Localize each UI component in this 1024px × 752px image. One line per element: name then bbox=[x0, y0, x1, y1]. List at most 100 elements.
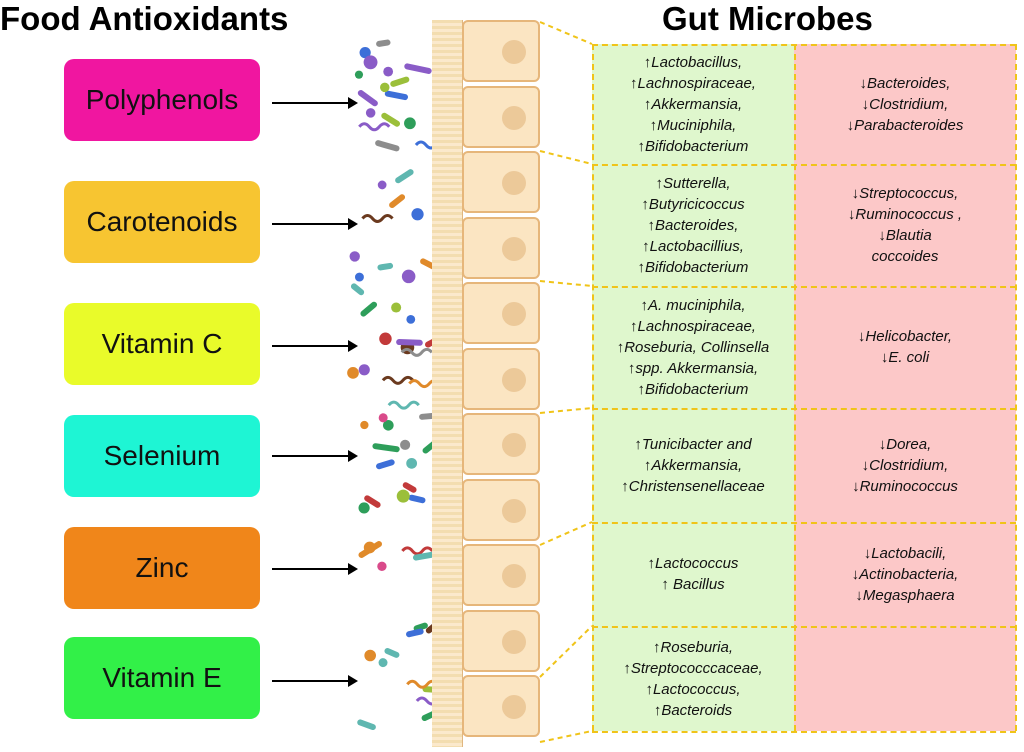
cell-nucleus bbox=[502, 236, 526, 261]
increased-microbes-line: ↑Butyricicoccus bbox=[641, 195, 745, 213]
decreased-microbes-line: ↓E. coli bbox=[880, 349, 930, 366]
increased-microbes-line: ↑Akkermansia, bbox=[643, 456, 743, 474]
bacterium-icon bbox=[359, 47, 371, 59]
bacterium-icon bbox=[384, 648, 400, 658]
increased-microbes-cell: ↑Sutterella, ↑Butyricicoccus ↑Bacteroides,… bbox=[592, 164, 794, 286]
bacterium-icon bbox=[404, 63, 432, 74]
bacterium-icon bbox=[376, 39, 391, 47]
bacterium-icon bbox=[360, 301, 378, 317]
bacterium-icon bbox=[377, 561, 387, 572]
epithelial-cell bbox=[462, 20, 540, 82]
increased-microbes-line: ↑Bifidobacterium bbox=[637, 380, 749, 398]
bacterium-icon bbox=[349, 251, 360, 262]
bacterium-icon bbox=[361, 214, 394, 223]
epithelial-cell bbox=[462, 347, 540, 410]
epithelial-cell bbox=[462, 478, 540, 541]
connector-line bbox=[539, 280, 593, 287]
decreased-microbes-cell: ↓Lactobacili, ↓Actinobacteria, ↓Megasphaer… bbox=[794, 522, 1016, 626]
row-divider bbox=[592, 731, 1016, 733]
cell-nucleus bbox=[502, 695, 526, 719]
increased-microbes-cell: ↑A. muciniphila, ↑Lachnospiraceae, ↑Rosebu… bbox=[592, 286, 794, 408]
bacterium-icon bbox=[402, 482, 417, 493]
bacterium-icon bbox=[408, 494, 426, 504]
epithelial-cell bbox=[462, 544, 540, 606]
row-divider bbox=[592, 286, 1016, 288]
nutrient-box-carotenoids: Carotenoids bbox=[64, 181, 260, 263]
increased-microbes-line: ↑Bacteroides, bbox=[647, 216, 739, 234]
bacterium-icon bbox=[413, 622, 428, 632]
epithelial-cell bbox=[462, 85, 540, 148]
bacterium-icon bbox=[389, 194, 406, 208]
decreased-microbes-line: ↓Parabacteroides bbox=[846, 116, 964, 134]
bacterium-icon bbox=[363, 541, 376, 554]
bacterium-icon bbox=[360, 420, 369, 430]
nutrient-label: Vitamin E bbox=[102, 662, 222, 693]
nutrient-label: Vitamin C bbox=[101, 328, 223, 359]
arrow-icon bbox=[272, 450, 358, 462]
cell-nucleus bbox=[502, 302, 526, 326]
bacterium-icon bbox=[406, 628, 424, 638]
increased-microbes-line: ↑spp. Akkermansia, bbox=[627, 359, 759, 377]
decreased-microbes-line: ↓Actinobacteria, bbox=[851, 565, 959, 583]
increased-microbes-line: ↑ Bacillus bbox=[661, 576, 725, 593]
increased-microbes-line: ↑Lactobacillius, bbox=[642, 237, 744, 255]
increased-microbes-line: ↑Tunicibacter and bbox=[634, 435, 752, 453]
decreased-microbes-cell: ↓Dorea, ↓Clostridium, ↓Ruminococcus bbox=[794, 408, 1016, 522]
bacterium-icon bbox=[354, 272, 364, 282]
decreased-microbes-line: coccoides bbox=[871, 248, 939, 265]
bacterium-icon bbox=[372, 443, 400, 453]
decreased-microbes-line: ↓Bacteroides, bbox=[859, 74, 951, 92]
bacterium-icon bbox=[411, 208, 424, 221]
bacterium-icon bbox=[383, 66, 394, 77]
bacterium-icon bbox=[390, 76, 410, 87]
increased-microbes-line: ↑Lachnospiraceae, bbox=[630, 74, 756, 92]
bacterium-icon bbox=[350, 283, 365, 296]
epithelial-cell bbox=[462, 151, 540, 213]
column-divider bbox=[794, 44, 796, 731]
bacterium-icon bbox=[381, 112, 401, 127]
row-divider bbox=[592, 626, 1016, 628]
bacterium-icon bbox=[363, 55, 378, 70]
bacteria-icons bbox=[347, 39, 449, 731]
bacterium-icon bbox=[357, 90, 378, 107]
bacterium-icon bbox=[400, 439, 411, 450]
bacterium-icon bbox=[404, 117, 416, 130]
bacterium-icon bbox=[381, 375, 415, 385]
increased-microbes-line: ↑Akkermansia, bbox=[643, 95, 743, 113]
increased-microbes-line: ↑A. muciniphila, bbox=[640, 296, 746, 314]
decreased-microbes-line: ↓Streptococcus, bbox=[851, 185, 959, 202]
decrease-panel bbox=[794, 44, 1016, 731]
arrow-icon bbox=[272, 340, 358, 352]
epithelial-cell bbox=[462, 216, 540, 279]
increased-microbes-line: ↑Lachnospiraceae, bbox=[630, 317, 756, 335]
nutrient-box-vitamin-e: Vitamin E bbox=[64, 637, 260, 719]
bacterium-icon bbox=[396, 339, 423, 346]
arrow-icon bbox=[272, 675, 358, 687]
decreased-microbes-line: ↓Clostridium, bbox=[861, 95, 949, 113]
nutrient-label: Selenium bbox=[103, 440, 221, 471]
bacterium-icon bbox=[377, 180, 387, 190]
connector-line bbox=[539, 150, 593, 165]
decreased-microbes-line: ↓Dorea, bbox=[878, 435, 932, 453]
increased-microbes-cell: ↑Lactobacillus, ↑Lachnospiraceae, ↑Akkerma… bbox=[592, 44, 794, 164]
food-antioxidants-title: Food Antioxidants bbox=[0, 0, 289, 37]
increased-microbes-line: ↑Muciniphila, bbox=[649, 116, 737, 134]
column-divider bbox=[1015, 44, 1017, 731]
cell-nucleus bbox=[502, 105, 526, 130]
nutrient-box-vitamin-c: Vitamin C bbox=[64, 303, 260, 385]
bacterium-icon bbox=[387, 400, 420, 410]
bacterium-icon bbox=[375, 140, 400, 152]
gut-microbes-title: Gut Microbes bbox=[662, 0, 873, 37]
bacterium-icon bbox=[379, 332, 392, 346]
column-divider bbox=[592, 44, 594, 731]
bacterium-icon bbox=[406, 457, 418, 469]
decreased-microbes-line: ↓Blautia bbox=[878, 227, 932, 244]
increased-microbes-line: ↑Lactococcus, bbox=[645, 680, 741, 698]
increased-microbes-line: ↑Bifidobacterium bbox=[637, 137, 749, 155]
bacterium-icon bbox=[378, 413, 388, 423]
bacterium-icon bbox=[377, 262, 394, 271]
nutrient-label: Carotenoids bbox=[86, 206, 238, 237]
increased-microbes-line: ↑Christensenellaceae bbox=[621, 477, 765, 495]
bacterium-icon bbox=[380, 82, 390, 93]
decreased-microbes-line: ↓Ruminococcus , bbox=[847, 206, 963, 223]
